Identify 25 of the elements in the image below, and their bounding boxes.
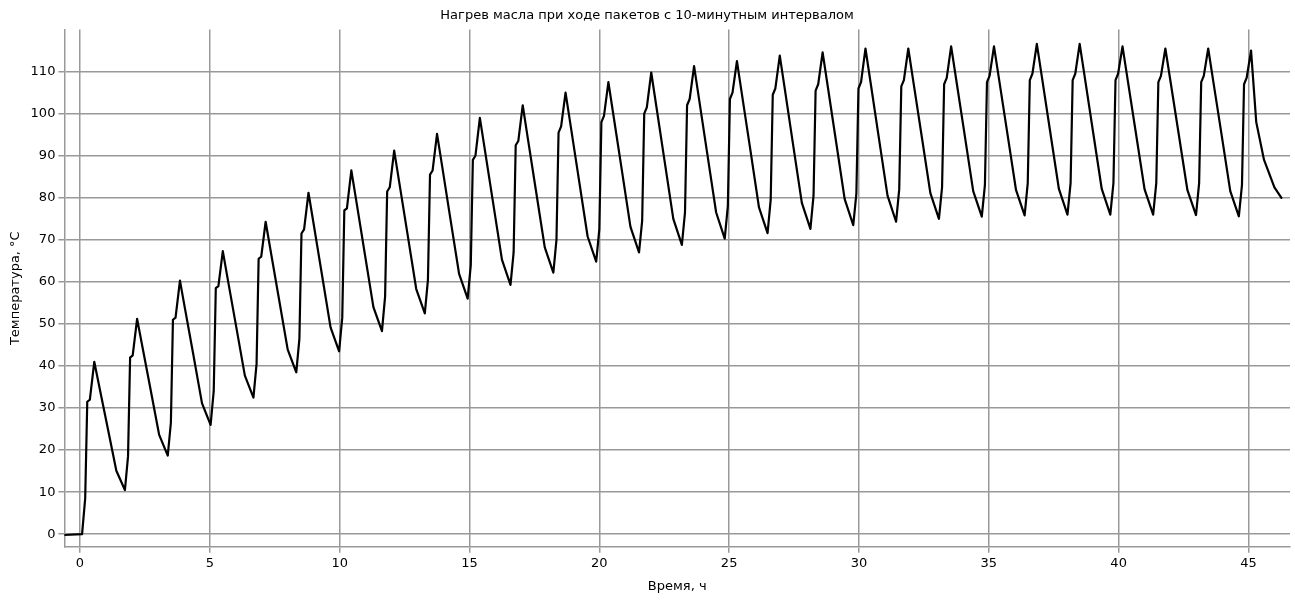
y-tick-label: 0	[47, 525, 56, 541]
y-tick-label: 110	[30, 63, 56, 79]
y-tick-label: 90	[38, 147, 56, 163]
x-tick-label: 30	[850, 554, 868, 570]
x-tick-label: 15	[461, 554, 478, 570]
chart-title: Нагрев масла при ходе пакетов с 10-минутным интервалом	[440, 7, 854, 23]
x-tick-label: 10	[331, 554, 348, 570]
y-tick-label: 10	[38, 483, 56, 499]
x-tick-label: 5	[205, 554, 214, 570]
x-tick-label: 35	[980, 554, 998, 570]
y-tick-label: 50	[38, 315, 56, 331]
x-tick-label: 40	[1110, 554, 1127, 570]
y-tick-label: 80	[38, 189, 56, 205]
x-axis-title: Время, ч	[647, 577, 707, 593]
y-tick-label: 40	[38, 357, 56, 373]
x-tick-label: 0	[75, 554, 85, 570]
x-tick-label: 45	[1240, 554, 1257, 570]
y-tick-label: 30	[38, 399, 56, 415]
y-tick-label: 60	[38, 273, 56, 289]
y-axis-title: Температура, °С	[7, 231, 23, 347]
y-tick-label: 20	[38, 441, 56, 457]
y-tick-label: 70	[38, 231, 56, 247]
y-tick-label: 100	[30, 105, 56, 121]
x-tick-label: 20	[591, 554, 608, 570]
x-tick-label: 25	[720, 554, 738, 570]
